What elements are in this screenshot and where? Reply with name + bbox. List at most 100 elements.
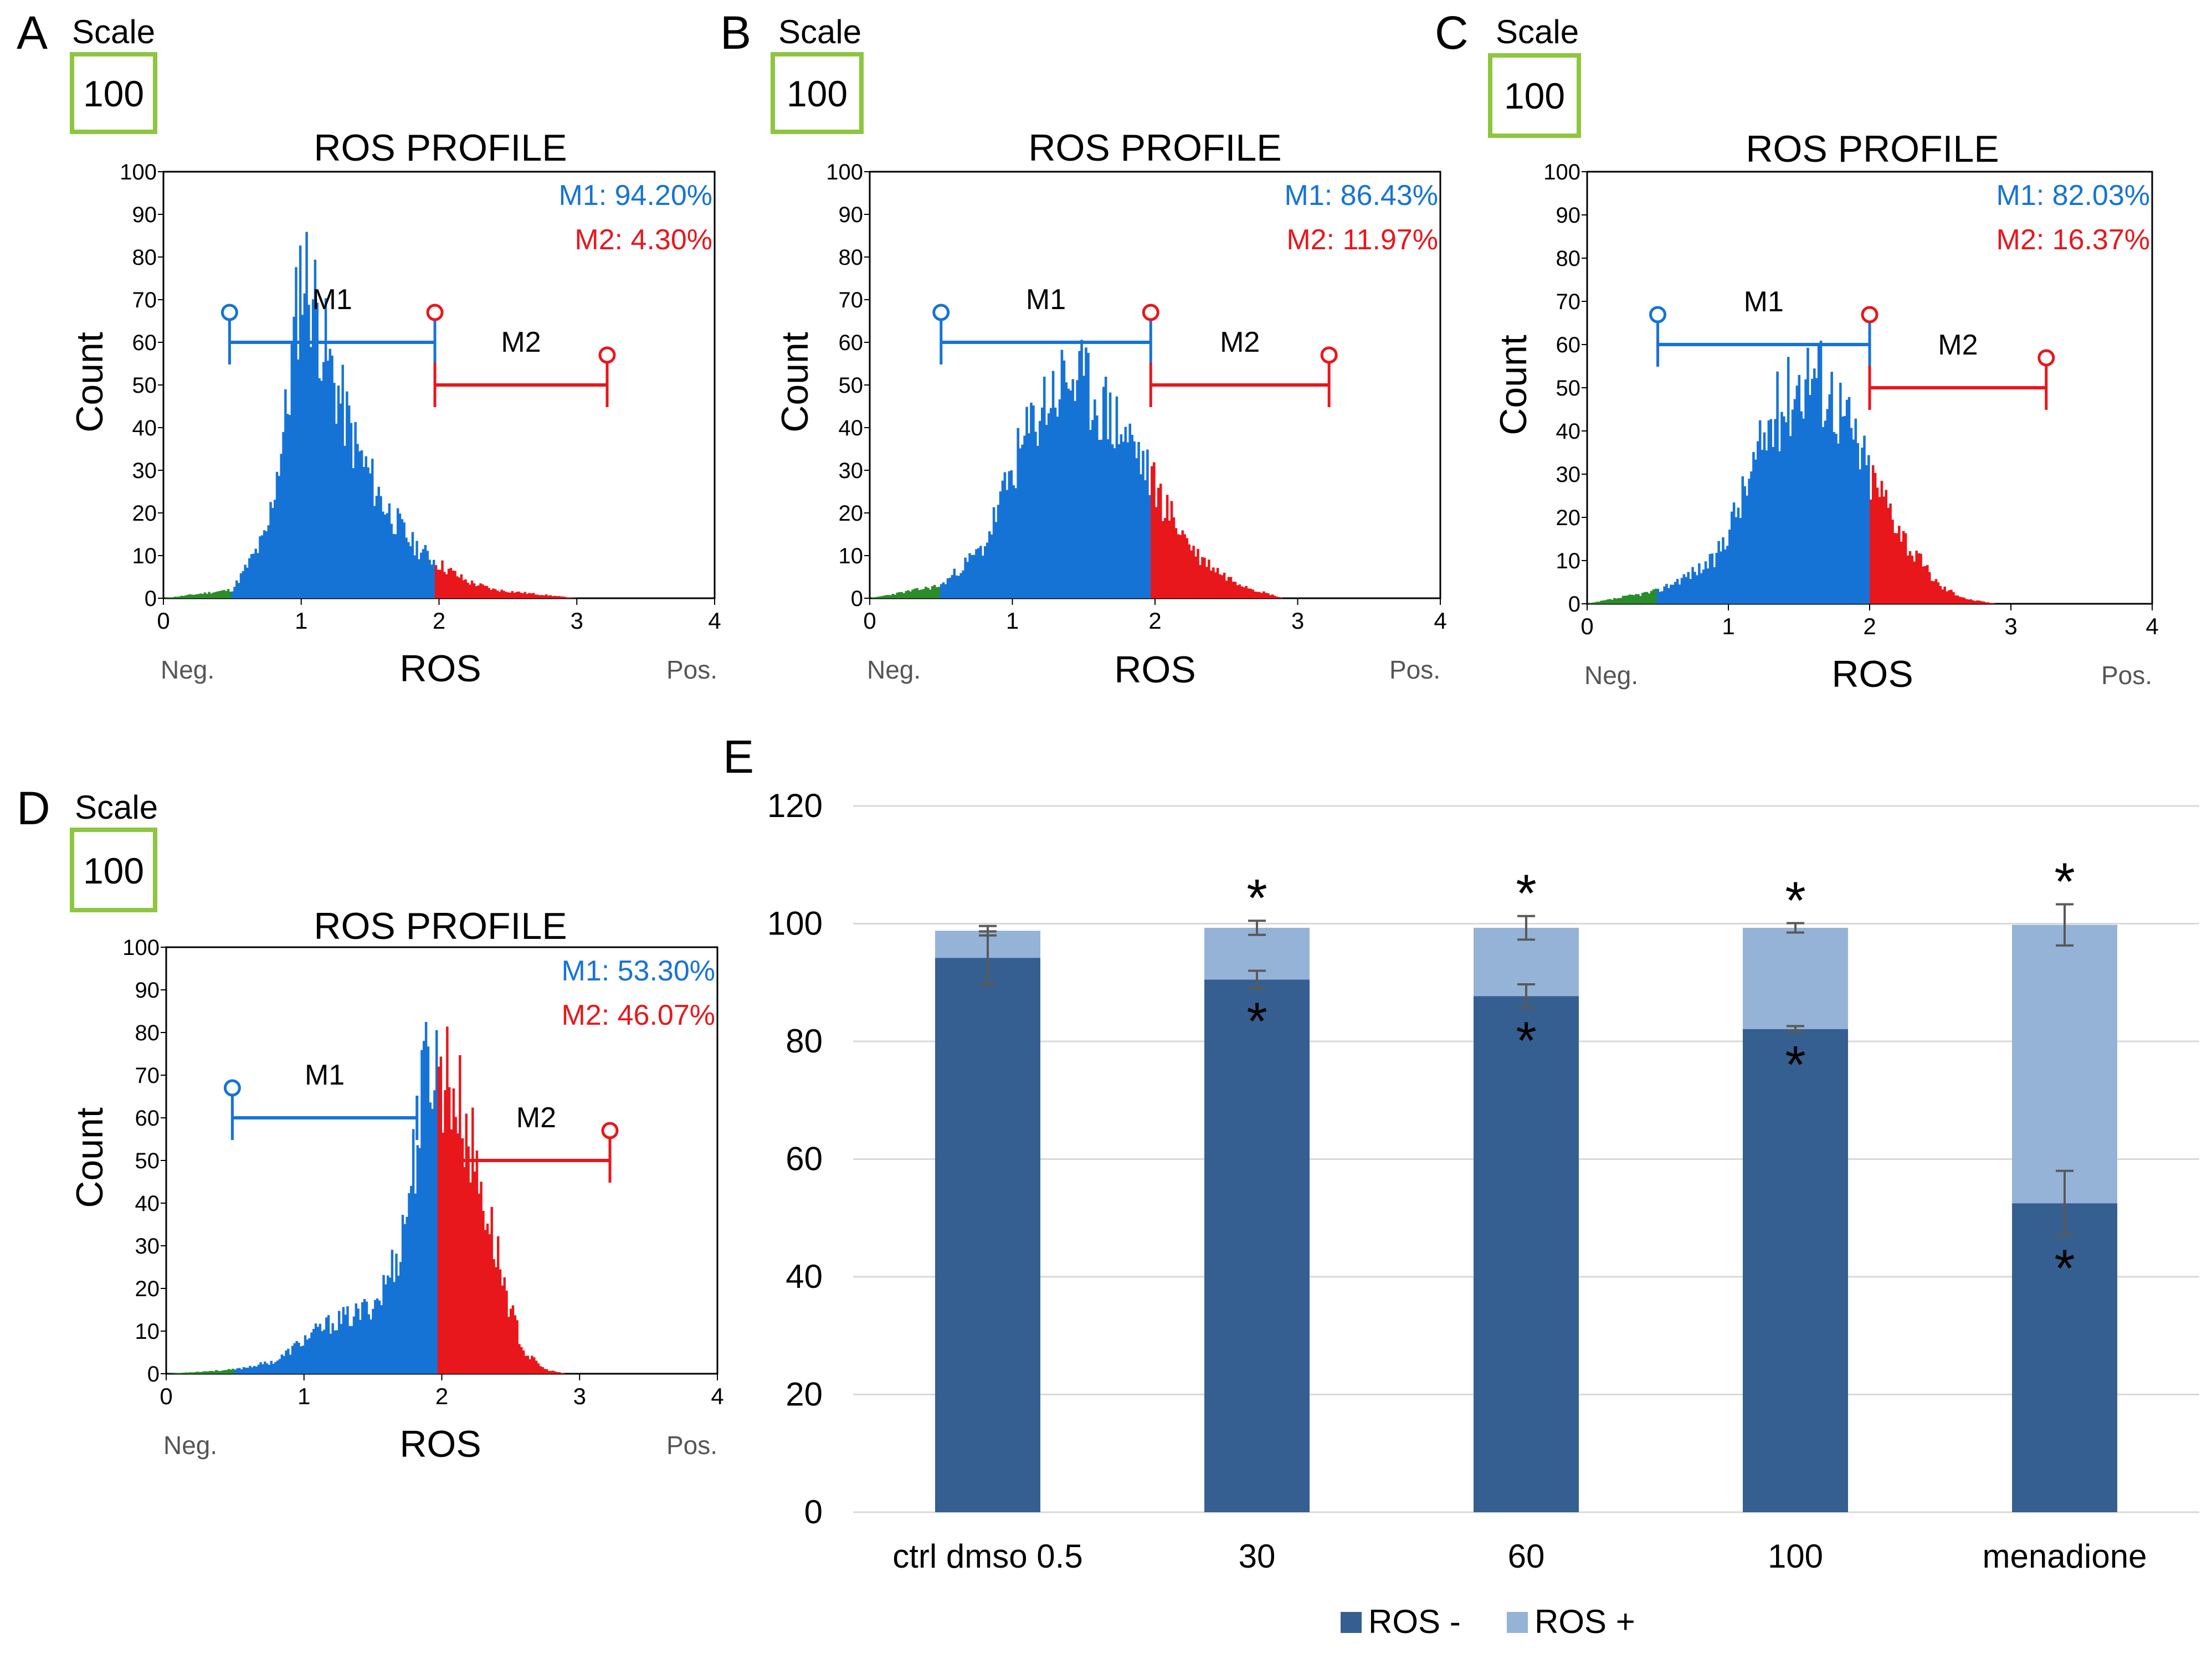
histogram-bin: [1667, 588, 1670, 604]
histogram-bin: [1621, 595, 1625, 604]
histogram-bin: [347, 405, 351, 598]
histogram-bin: [274, 1362, 277, 1374]
histogram-bin: [176, 597, 179, 598]
histogram-bin: [1179, 535, 1182, 598]
histogram-bin: [1967, 599, 1970, 604]
histogram-bin: [1722, 537, 1725, 604]
histogram-bin: [208, 592, 211, 598]
histogram-bin: [289, 1354, 292, 1374]
histogram-bin: [267, 525, 270, 598]
histogram-bin: [336, 1330, 338, 1374]
histogram-bin: [1648, 593, 1651, 604]
y-axis-title: Count: [1492, 335, 1534, 435]
histogram-bin: [1802, 418, 1805, 604]
x-tick-label: 1: [1006, 608, 1019, 634]
histogram-bin: [534, 594, 537, 598]
histogram-bin: [514, 1315, 517, 1374]
histogram-bin: [442, 1132, 444, 1374]
histogram-bin: [541, 595, 543, 598]
histogram-bin: [434, 565, 438, 598]
histogram-bin: [1091, 420, 1094, 598]
y-tick-label: 10: [1556, 549, 1581, 573]
histogram-bin: [992, 507, 995, 598]
marker-gate-handle: [426, 304, 444, 321]
category-label: 30: [1239, 1538, 1276, 1575]
bar-ros-pos: [2012, 924, 2117, 1204]
histogram-bin: [412, 1129, 415, 1374]
histogram-bin: [170, 1373, 173, 1374]
histogram-bin: [880, 596, 884, 598]
histogram-bin: [511, 1305, 515, 1374]
histogram-bin: [1032, 405, 1035, 598]
histogram-bin: [193, 594, 196, 598]
histogram-bin: [498, 592, 501, 598]
histogram-bin: [269, 502, 272, 598]
histogram-bin: [1262, 591, 1265, 598]
histogram-bin: [1595, 602, 1599, 604]
y-tick-label: 90: [1556, 203, 1581, 228]
hist-title: ROS PROFILE: [314, 905, 567, 947]
histogram-bin: [878, 596, 881, 598]
histogram-bin: [1791, 409, 1794, 604]
histogram-bin: [216, 591, 219, 598]
y-tick-label: 100: [767, 905, 823, 942]
histogram-bin: [388, 1277, 392, 1374]
legend: ROS - ROS +: [1341, 1603, 1635, 1640]
histogram-bin: [1867, 455, 1870, 604]
scale-value: 100: [83, 73, 144, 114]
histogram-bin: [229, 592, 232, 598]
histogram-bin: [1989, 603, 1992, 604]
y-tick-label: 50: [1556, 376, 1581, 400]
histogram-bin: [1693, 572, 1696, 604]
panel-c: C Scale 100 ROS PROFILE Count ROS Neg. P…: [1435, 7, 2159, 695]
histogram-bin: [274, 500, 276, 598]
y-tick-label: 30: [132, 459, 157, 483]
histogram-bin: [278, 476, 281, 598]
y-tick-label: 10: [839, 544, 864, 568]
histogram-bin: [1898, 526, 1901, 604]
histogram-bin: [1698, 563, 1701, 604]
histogram-bin: [554, 1371, 557, 1374]
bar-ros-pos: [1743, 927, 1848, 1029]
histogram-bin: [1661, 591, 1664, 604]
histogram-bin: [1067, 388, 1070, 598]
histogram-bin: [426, 551, 429, 598]
histogram-bin: [388, 503, 391, 598]
histogram-bin: [229, 1369, 233, 1374]
histogram-bin: [1060, 350, 1064, 598]
histogram-bin: [439, 569, 442, 598]
histogram-bin: [346, 391, 348, 598]
histogram-bin: [959, 573, 962, 598]
histogram-bin: [1713, 567, 1716, 604]
significance-star-pos: *: [2054, 852, 2075, 911]
histogram-bin: [517, 591, 520, 598]
histogram-plot: 0 10 20 30 40 50 60 70 80 90 100 0 1 2 3 4 M1 M2 M1: 53.30…: [122, 936, 723, 1409]
histogram-bin: [433, 1090, 436, 1374]
scale-box: [1488, 53, 1581, 138]
histogram-bin: [1089, 430, 1092, 598]
histogram-bin: [382, 1275, 385, 1374]
histogram-bin: [1680, 578, 1684, 604]
histogram-bin: [1153, 462, 1156, 598]
histogram-bin: [1104, 376, 1107, 598]
histogram-bin: [485, 585, 489, 598]
histogram-bin: [530, 593, 533, 598]
y-tick-label: 60: [1556, 333, 1581, 357]
histogram-bin: [497, 1236, 500, 1374]
histogram-bin: [189, 1372, 192, 1374]
histogram-bin: [316, 1327, 320, 1374]
histogram-bin: [1609, 599, 1611, 604]
histogram-bin: [1845, 399, 1849, 604]
histogram-bin: [1965, 599, 1968, 604]
histogram-bin: [484, 1230, 487, 1374]
histogram-bin: [1630, 594, 1633, 604]
x-tick-label: 3: [571, 608, 583, 634]
histogram-bin: [1783, 416, 1785, 604]
histogram-bin: [429, 1102, 432, 1374]
panel-e: E 0 20 40 60 80 100 120 ctrl dmso 0.5 * * 30 * * 60 * *…: [723, 731, 2199, 1640]
histogram-bin: [1151, 466, 1153, 598]
histogram-bin: [1787, 357, 1790, 604]
histogram-bin: [285, 1350, 288, 1374]
histogram-bin: [1761, 450, 1764, 604]
histogram-bin: [1137, 441, 1140, 598]
